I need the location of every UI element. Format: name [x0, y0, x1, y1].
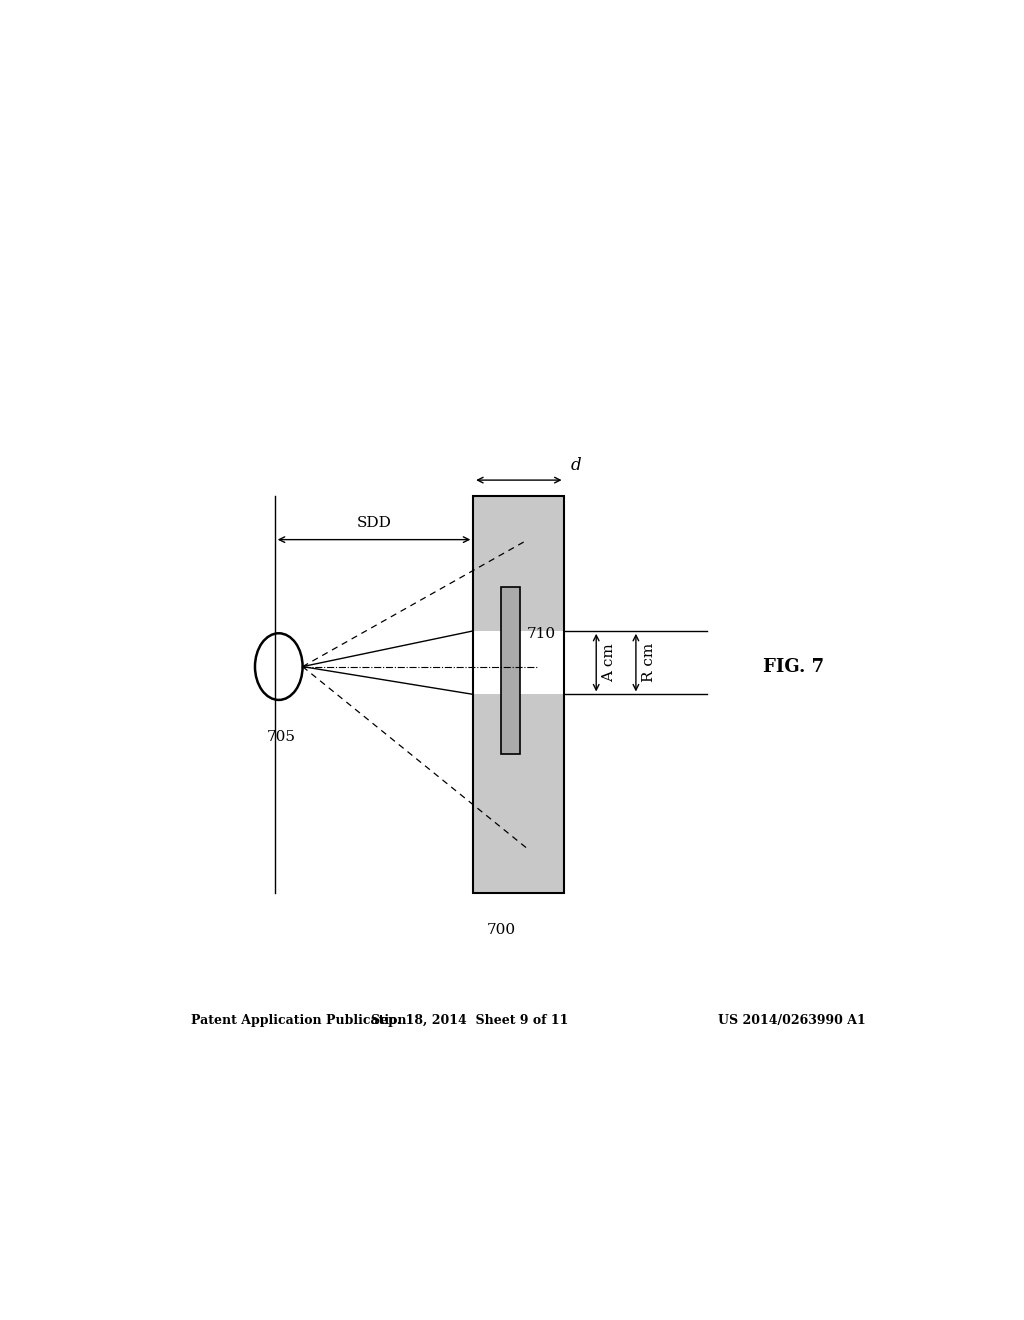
- Text: d: d: [570, 457, 582, 474]
- Bar: [501, 587, 520, 754]
- Text: FIG. 7: FIG. 7: [763, 657, 824, 676]
- Text: Sep. 18, 2014  Sheet 9 of 11: Sep. 18, 2014 Sheet 9 of 11: [371, 1014, 568, 1027]
- Text: R cm: R cm: [642, 643, 656, 682]
- Text: SDD: SDD: [356, 516, 391, 531]
- Text: Patent Application Publication: Patent Application Publication: [191, 1014, 407, 1027]
- Bar: [473, 496, 564, 631]
- Text: A cm: A cm: [602, 643, 616, 682]
- Bar: [473, 694, 564, 892]
- Text: 700: 700: [486, 923, 516, 937]
- Ellipse shape: [255, 634, 303, 700]
- Text: 705: 705: [267, 730, 296, 744]
- Text: 710: 710: [526, 627, 555, 642]
- Bar: [473, 496, 564, 892]
- Text: US 2014/0263990 A1: US 2014/0263990 A1: [718, 1014, 866, 1027]
